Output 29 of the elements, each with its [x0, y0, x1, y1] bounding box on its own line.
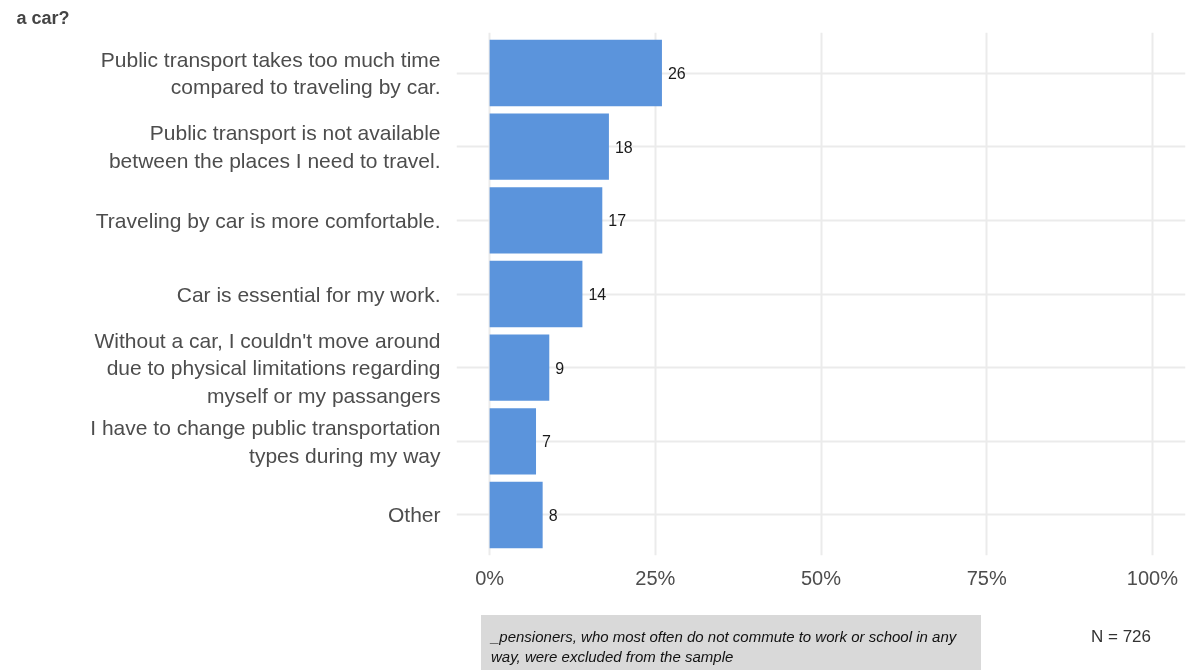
bar	[489, 39, 662, 107]
data-label: 17	[608, 212, 627, 230]
y-tick-label: Traveling by car is more comfortable.	[95, 208, 441, 232]
bar	[489, 408, 537, 475]
bar	[489, 113, 609, 180]
data-label: 14	[588, 286, 607, 303]
y-tick-label: Public transport takes too much time compared to traveling by car.	[100, 47, 441, 99]
bar	[489, 187, 603, 254]
bar	[489, 334, 550, 401]
y-tick-label: Public transport is not available between the places I need to travel.	[108, 121, 441, 172]
bar	[489, 481, 543, 549]
data-label: 26	[667, 65, 686, 83]
y-tick-label: Without a car, I couldn't move around due to physical limitations regarding myself or my passangers	[94, 328, 441, 407]
y-tick-label: Other	[387, 503, 441, 527]
text: N = 726	[1090, 626, 1151, 648]
x-tick-label: 50%	[800, 566, 842, 589]
data-label: 7	[542, 433, 552, 451]
data-label: 9	[555, 359, 565, 377]
y-tick-label: I have to change public transportation types during my way	[90, 416, 441, 467]
x-tick-label: 0%	[475, 566, 505, 589]
x-tick-label: 75%	[966, 566, 1007, 589]
bar	[489, 260, 583, 328]
text: a car?	[16, 7, 70, 28]
data-label: 18	[614, 138, 633, 156]
text: _pensioners, who most often do not commute to work or school in any way, were excluded from the sample	[491, 627, 958, 668]
data-label: 8	[548, 506, 558, 524]
y-tick-label: Car is essential for my work.	[176, 282, 441, 306]
x-tick-label: 25%	[635, 566, 676, 589]
x-tick-label: 100%	[1126, 566, 1179, 589]
